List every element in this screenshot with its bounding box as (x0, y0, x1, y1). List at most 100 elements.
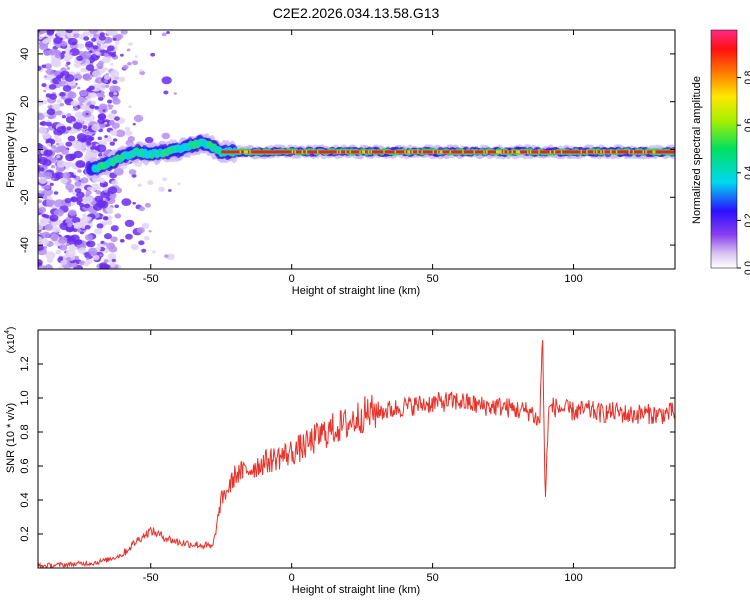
y-tick-label: 40 (19, 48, 31, 60)
heat-cell (421, 150, 424, 154)
heat-cell (99, 253, 103, 257)
heat-cell (339, 150, 342, 154)
x-tick-label: 50 (426, 572, 438, 584)
heat-cell (105, 84, 110, 88)
heat-cell (295, 150, 299, 154)
heat-cell (384, 150, 387, 154)
heat-cell (517, 150, 520, 154)
heat-cell (107, 113, 116, 120)
heat-cell (94, 105, 99, 110)
heat-cell (404, 150, 407, 154)
heat-cell (256, 150, 259, 154)
heat-cell (60, 125, 67, 130)
heat-cell (445, 150, 448, 154)
heat-cell (161, 32, 167, 37)
heat-cell (622, 150, 626, 154)
heat-cell (456, 150, 459, 154)
heat-cell (110, 130, 118, 136)
heat-cell (80, 67, 87, 73)
heat-cell (621, 150, 624, 154)
chart-title: C2E2.2026.034.13.58.G13 (273, 5, 440, 21)
heat-cell (66, 66, 71, 70)
heat-cell (51, 226, 61, 233)
heat-cell (114, 213, 122, 219)
heat-cell (99, 262, 108, 269)
heat-cell (44, 223, 54, 231)
heat-cell (463, 150, 466, 154)
heat-cell (414, 150, 417, 154)
heat-cell (66, 126, 72, 131)
heat-cell (38, 35, 43, 40)
heat-cell (233, 150, 237, 154)
heat-cell (144, 202, 151, 208)
snr-frame (37, 329, 676, 569)
heat-cell (642, 150, 645, 154)
heat-cell (103, 242, 108, 246)
heat-cell (147, 180, 154, 185)
heat-cell (41, 231, 51, 239)
heat-cell (476, 150, 479, 154)
heat-cell (126, 48, 131, 52)
heat-cell (318, 150, 321, 154)
heat-cell (64, 197, 72, 204)
heat-cell (85, 112, 89, 116)
heat-cell (255, 150, 258, 154)
heat-cell (55, 249, 62, 255)
heat-cell (83, 121, 88, 125)
heat-cell (38, 126, 48, 134)
heat-cell (150, 52, 156, 57)
heat-cell (583, 150, 586, 154)
heat-cell (348, 150, 351, 154)
heat-cell (49, 182, 54, 186)
heat-cell (280, 150, 283, 154)
heat-cell (96, 223, 104, 229)
heat-cell (415, 150, 418, 154)
heat-cell (294, 150, 297, 154)
spectrogram-y-axis: -40 -20 0 20 40 (19, 48, 675, 253)
heat-cell (141, 222, 150, 229)
heat-cell (136, 227, 145, 234)
heat-cell (101, 94, 106, 98)
heat-cell (39, 217, 49, 225)
heat-cell (315, 150, 318, 154)
heat-cell (44, 185, 51, 190)
heat-cell (90, 100, 97, 105)
heat-cell (286, 150, 289, 154)
heat-cell (620, 150, 623, 154)
heat-cell (469, 150, 472, 154)
heat-cell (577, 150, 580, 154)
spectrogram-x-label: Height of straight line (km) (292, 285, 420, 297)
heat-cell (58, 142, 65, 147)
heat-cell (558, 150, 561, 154)
heat-cell (75, 197, 83, 203)
heat-cell (45, 201, 54, 207)
heat-cell (373, 150, 376, 154)
x-tick-label: 100 (564, 572, 582, 584)
colorbar-tick-label: 0.8 (743, 70, 750, 84)
heat-cell (66, 61, 71, 66)
spectrogram-y-label: Frequency (Hz) (5, 112, 17, 188)
heat-cell (91, 37, 97, 42)
heat-cell (580, 150, 583, 154)
heat-cell (81, 51, 92, 60)
heat-cell (284, 150, 287, 154)
heat-cell (532, 150, 535, 154)
heat-cell (138, 206, 146, 212)
heat-cell (164, 254, 169, 258)
heat-cell (240, 150, 244, 154)
heat-cell (646, 150, 650, 154)
snr-x-axis: -50 0 50 100 (143, 330, 583, 584)
heat-cell (524, 150, 527, 154)
heat-cell (521, 150, 524, 154)
heat-cell (95, 246, 101, 251)
heat-cell (76, 86, 81, 90)
heat-cell (66, 223, 73, 228)
heat-cell (163, 90, 169, 95)
heat-cell (594, 150, 597, 154)
heat-cell (536, 150, 540, 154)
heat-cell (224, 150, 227, 154)
x-tick-label: 50 (426, 273, 438, 285)
heat-cell (70, 202, 76, 207)
heat-cell (88, 85, 95, 91)
heat-cell (111, 122, 120, 129)
